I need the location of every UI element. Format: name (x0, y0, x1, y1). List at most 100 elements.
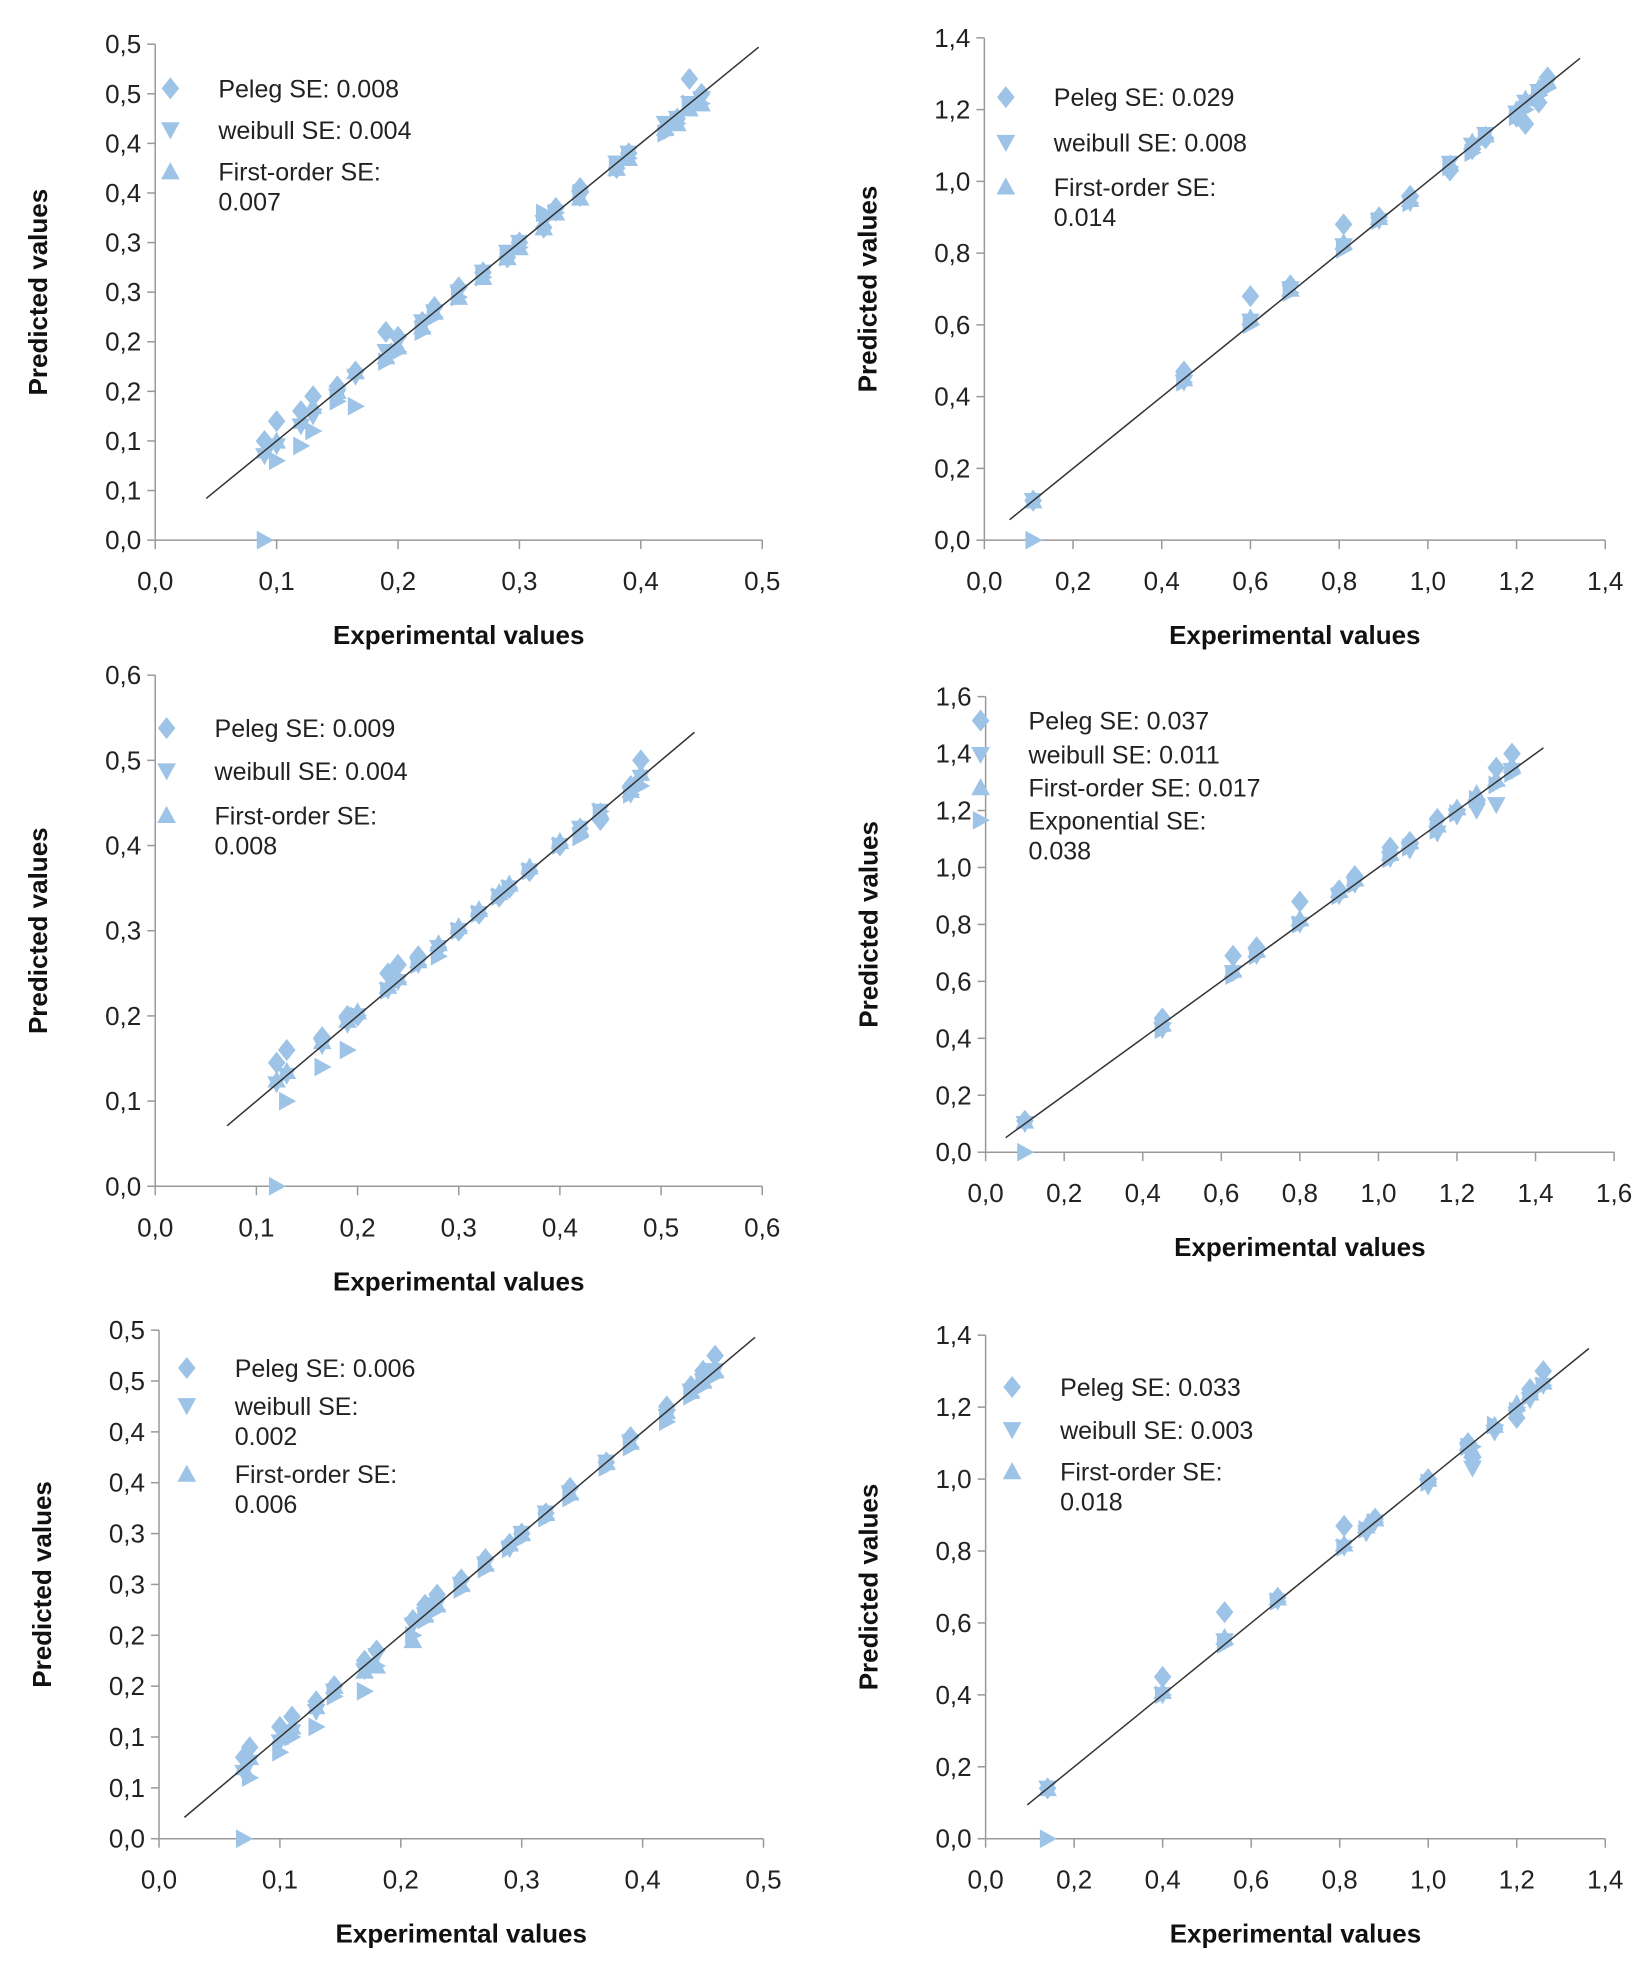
fit-line (226, 731, 695, 1127)
x-tick-label: 0,4 (1145, 1865, 1181, 1895)
data-point (1215, 1601, 1234, 1624)
data-point (277, 1061, 297, 1079)
legend-label: 0.018 (1060, 1488, 1123, 1516)
y-tick-label: 0,0 (105, 1171, 141, 1201)
y-tick-label: 0,4 (109, 1417, 145, 1447)
x-axis-label: Experimental values (333, 620, 584, 650)
data-point (293, 436, 311, 456)
fit-line (1005, 747, 1544, 1139)
y-tick-label: 0,1 (105, 426, 141, 456)
legend-marker-diamond (157, 717, 176, 740)
y-axis-label: Predicted values (854, 821, 884, 1028)
y-tick-label: 0,1 (109, 1773, 145, 1803)
legend-label: weibull SE: 0.008 (1053, 130, 1247, 158)
x-tick-label: 0,5 (643, 1212, 679, 1242)
data-point (1464, 1437, 1482, 1457)
y-tick-label: 0,2 (935, 1752, 971, 1782)
x-tick-label: 0,4 (1144, 566, 1180, 596)
fit-line (1026, 1347, 1590, 1806)
legend-label: weibull SE: 0.003 (1059, 1417, 1253, 1445)
data-point (240, 1748, 260, 1766)
data-point (267, 1070, 286, 1088)
legend-marker-triangle-down (971, 746, 990, 765)
data-point (693, 94, 711, 114)
legend-label: Peleg SE: 0.009 (215, 715, 396, 743)
y-tick-label: 0,2 (105, 1001, 141, 1031)
legend-marker-triangle-up (971, 778, 990, 796)
data-point (347, 396, 365, 416)
y-tick-label: 1,2 (935, 1392, 971, 1422)
x-tick-label: 1,0 (1410, 566, 1446, 596)
y-tick-label: 1,2 (934, 95, 970, 125)
y-tick-label: 0,3 (109, 1569, 145, 1599)
x-tick-label: 1,4 (1587, 566, 1623, 596)
data-point (417, 1610, 435, 1630)
legend-marker-diamond (1003, 1375, 1021, 1398)
x-tick-label: 1,0 (1360, 1178, 1396, 1208)
legend-label: Peleg SE: 0.033 (1060, 1374, 1241, 1402)
series-triangle-right (1039, 1376, 1553, 1849)
y-tick-label: 1,4 (934, 23, 970, 53)
legend-label: Peleg SE: 0.037 (1029, 708, 1210, 736)
legend-label: Exponential SE: (1029, 807, 1207, 835)
data-point (1225, 966, 1243, 986)
x-tick-label: 0,4 (623, 566, 659, 596)
data-point (277, 1038, 296, 1061)
legend-marker-triangle-down (177, 1398, 197, 1416)
data-point (1477, 128, 1495, 148)
x-tick-label: 0,4 (625, 1865, 661, 1895)
y-tick-label: 0,0 (109, 1824, 145, 1854)
y-tick-label: 1,4 (935, 1320, 971, 1350)
data-point (256, 530, 274, 550)
data-point (659, 1412, 677, 1432)
data-point (303, 396, 323, 414)
data-point (426, 307, 444, 327)
legend-label: weibull SE: 0.011 (1028, 742, 1220, 770)
x-tick-label: 0,6 (1232, 566, 1268, 596)
data-point (536, 203, 554, 223)
data-point (1402, 838, 1420, 857)
x-tick-label: 0,1 (238, 1212, 274, 1242)
data-point (268, 1176, 286, 1196)
legend-marker-diamond (161, 77, 180, 100)
data-point (1539, 78, 1557, 98)
y-axis-label: Predicted values (27, 1481, 57, 1688)
data-point (1429, 821, 1447, 840)
data-point (621, 148, 639, 168)
data-point (272, 1742, 290, 1762)
x-tick-label: 0,5 (744, 566, 780, 596)
x-tick-label: 0,2 (1046, 1178, 1082, 1208)
data-point (389, 953, 407, 976)
data-point (669, 114, 687, 133)
y-tick-label: 1,0 (935, 1464, 971, 1494)
legend-label: First-order SE: 0.017 (1029, 774, 1261, 802)
data-point (339, 1040, 357, 1060)
data-point (390, 342, 408, 362)
data-point (1509, 1401, 1527, 1421)
x-tick-label: 0,2 (383, 1865, 419, 1895)
y-axis-label: Predicted values (23, 189, 53, 396)
data-point (267, 410, 286, 433)
x-tick-label: 0,0 (137, 566, 173, 596)
y-tick-label: 1,6 (935, 682, 971, 712)
data-point (1420, 1473, 1438, 1493)
legend-label: weibull SE: (234, 1393, 359, 1421)
data-point (305, 421, 323, 441)
data-point (1486, 797, 1506, 815)
fit-line (183, 1336, 756, 1818)
data-point (356, 1681, 374, 1701)
legend-label: Peleg SE: 0.006 (235, 1355, 416, 1383)
data-point (499, 248, 517, 267)
x-axis-label: Experimental values (1174, 1232, 1425, 1262)
series-diamond (267, 749, 650, 1074)
x-tick-label: 0,0 (968, 1865, 1004, 1895)
data-point (1487, 756, 1506, 779)
x-tick-label: 0,2 (380, 566, 416, 596)
y-tick-label: 0,4 (109, 1468, 145, 1498)
data-point (268, 451, 286, 471)
x-axis-label: Experimental values (1169, 620, 1420, 650)
y-tick-label: 0,3 (105, 277, 141, 307)
data-point (453, 1580, 471, 1599)
x-tick-label: 0,2 (339, 1212, 375, 1242)
y-tick-label: 0,8 (935, 909, 971, 939)
